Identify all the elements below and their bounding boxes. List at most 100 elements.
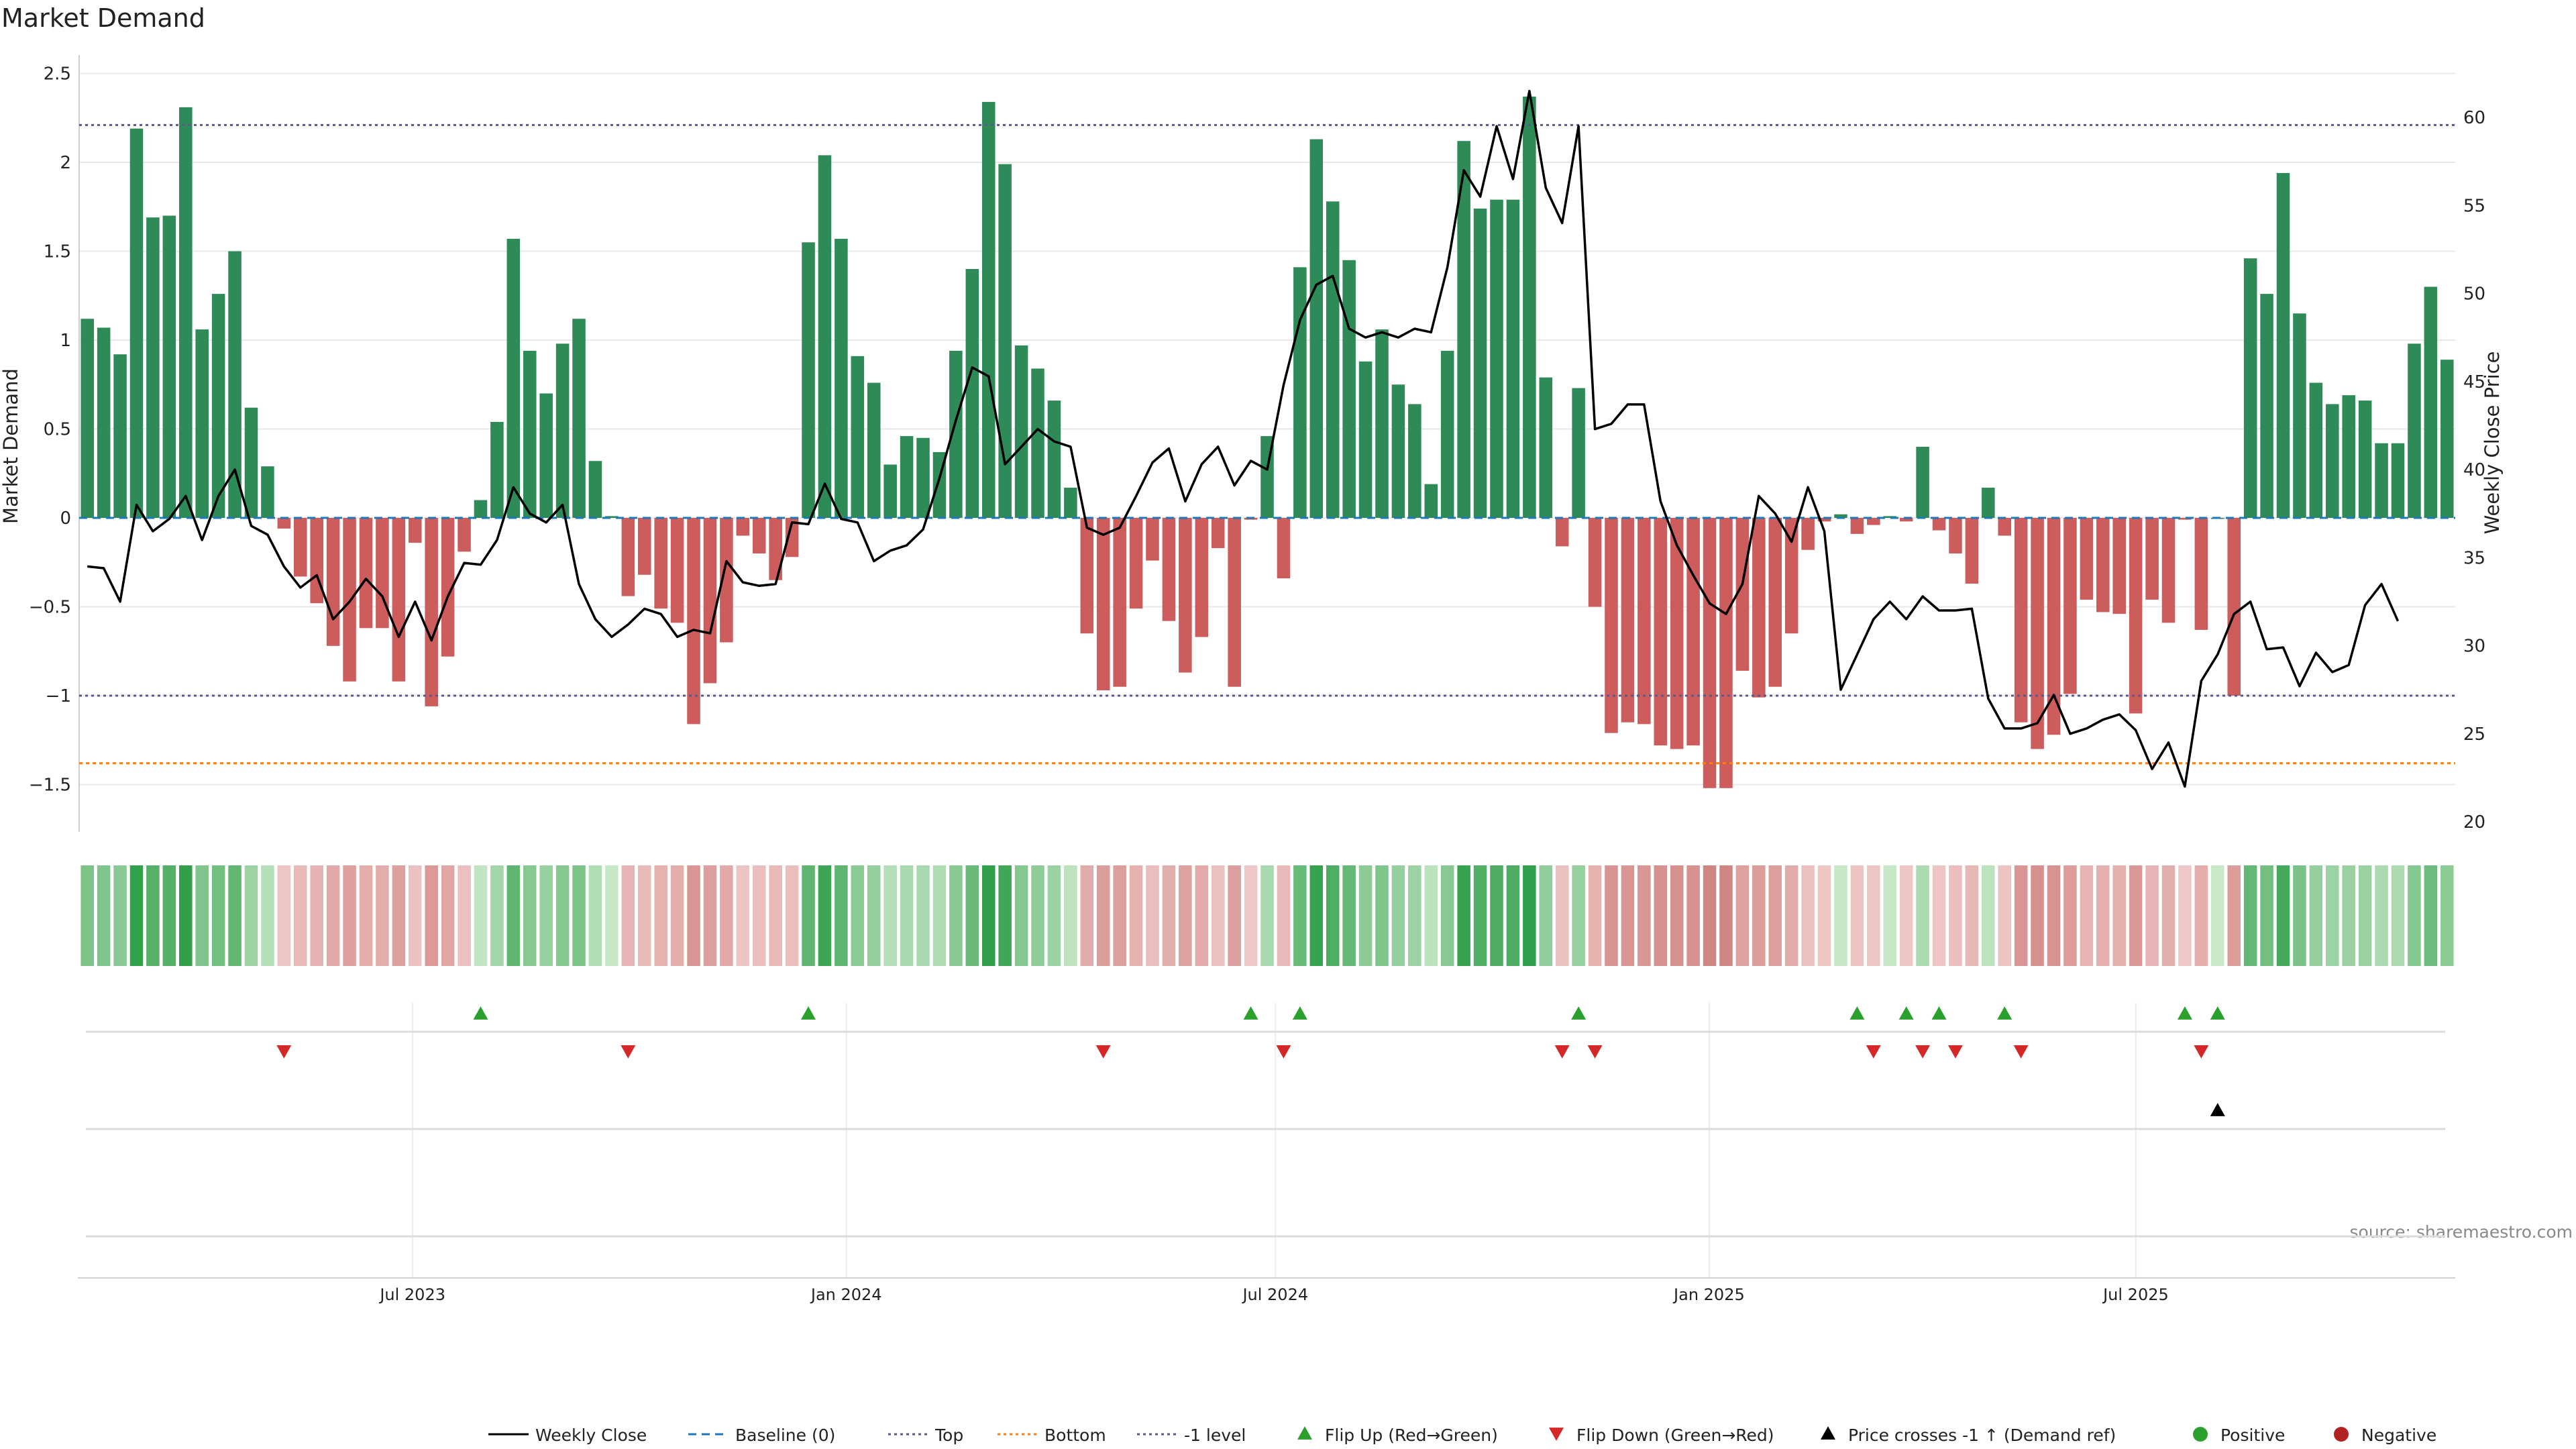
y-tick-label: −1.5	[29, 775, 71, 796]
demand-bar-positive	[2309, 382, 2323, 518]
heat-strip-cell	[1817, 865, 1831, 966]
flip-down-marker	[276, 1045, 292, 1059]
demand-bar-positive	[1309, 139, 1324, 519]
demand-bar-negative	[1211, 518, 1225, 549]
heat-strip-cell	[376, 865, 389, 966]
demand-bar-negative	[687, 518, 700, 724]
heat-strip-cell	[1228, 865, 1241, 966]
price-cross-marker	[2210, 1103, 2225, 1116]
heat-strip-cell	[277, 865, 291, 966]
demand-bar-negative	[1162, 518, 1176, 621]
heat-strip-cell	[1195, 865, 1209, 966]
y2-axis-label: Weekly Close Price	[2481, 352, 2504, 535]
demand-bar-positive	[2293, 313, 2306, 518]
demand-bar-negative	[425, 518, 438, 706]
heat-strip-cell	[1440, 865, 1454, 966]
demand-bar-negative	[1703, 518, 1717, 788]
heat-strip-cell	[310, 865, 323, 966]
demand-bar-negative	[2227, 518, 2241, 696]
heat-strip-cell	[1703, 865, 1717, 966]
heat-strip-cell	[408, 865, 422, 966]
demand-bar-negative	[1654, 518, 1668, 746]
heat-strip-cell	[490, 865, 504, 966]
y2-tick-label: 50	[2463, 284, 2485, 305]
demand-bar-positive	[851, 356, 865, 518]
demand-bar-negative	[1686, 518, 1700, 746]
heat-strip-cell	[2276, 865, 2290, 966]
heat-strip-cell	[965, 865, 979, 966]
heat-strip-cell	[1490, 865, 1503, 966]
flip-up-marker	[801, 1006, 816, 1020]
legend-label: Negative	[2361, 1426, 2436, 1445]
demand-bar-positive	[228, 251, 241, 518]
demand-bar-positive	[1064, 487, 1077, 518]
heat-strip-cell	[2440, 865, 2454, 966]
heat-strip-cell	[195, 865, 209, 966]
heat-strip-cell	[1309, 865, 1324, 966]
demand-bar-negative	[785, 518, 799, 557]
demand-bar-negative	[294, 518, 307, 577]
heat-strip-cell	[949, 865, 963, 966]
demand-bar-positive	[867, 382, 881, 518]
heat-strip-cell	[883, 865, 897, 966]
demand-bar-negative	[2145, 518, 2159, 600]
y2-tick-label: 55	[2463, 196, 2485, 216]
heat-strip-cell	[932, 865, 947, 966]
y-tick-label: 1.5	[44, 242, 71, 262]
heat-strip-cell	[539, 865, 553, 966]
demand-bar-negative	[2014, 518, 2028, 722]
heat-strip-cell	[1523, 865, 1536, 966]
heat-strip-cell	[1949, 865, 1962, 966]
heat-strip-cell	[2391, 865, 2405, 966]
flip-down-marker	[621, 1045, 636, 1059]
y2-tick-label: 60	[2463, 108, 2485, 128]
heat-strip-cell	[2260, 865, 2273, 966]
heat-strip-cell	[1686, 865, 1700, 966]
legend-label: Top	[934, 1426, 963, 1445]
y-axis-label: Market Demand	[0, 368, 22, 524]
demand-bar-positive	[1408, 404, 1421, 518]
heat-strip-cell	[2211, 865, 2224, 966]
heat-strip-cell	[1179, 865, 1192, 966]
heat-strip-cell	[97, 865, 111, 966]
demand-bar-positive	[1834, 514, 1847, 518]
heat-strip-cell	[2129, 865, 2143, 966]
heat-strip-cell	[1735, 865, 1750, 966]
demand-bar-negative	[326, 518, 340, 646]
demand-bar-positive	[80, 319, 94, 518]
demand-bar-positive	[523, 350, 537, 518]
demand-bar-negative	[277, 518, 291, 529]
demand-bar-positive	[1473, 208, 1487, 518]
demand-bar-negative	[2096, 518, 2110, 612]
demand-bar-positive	[1883, 516, 1897, 518]
heat-strip-cell	[2424, 865, 2438, 966]
heat-strip-cell	[555, 865, 570, 966]
demand-bar-negative	[637, 518, 651, 575]
demand-bar-negative	[1932, 518, 1946, 531]
heat-strip-cell	[687, 865, 700, 966]
heat-strip-cell	[1260, 865, 1274, 966]
demand-bar-positive	[2326, 404, 2339, 518]
heat-strip-cell	[1801, 865, 1815, 966]
demand-bar-negative	[1949, 518, 1962, 553]
heat-strip-cell	[162, 865, 176, 966]
flip-down-marker	[2194, 1045, 2209, 1059]
legend-label: Positive	[2220, 1426, 2285, 1445]
demand-bar-negative	[1899, 518, 1913, 522]
demand-bar-positive	[998, 164, 1012, 518]
demand-bar-positive	[195, 329, 209, 518]
demand-bar-negative	[1850, 518, 1864, 534]
heat-strip-cell	[1342, 865, 1356, 966]
demand-bar-positive	[1358, 361, 1373, 518]
flip-up-marker	[1997, 1006, 2012, 1020]
demand-bar-positive	[506, 238, 521, 518]
demand-bar-positive	[211, 294, 225, 518]
demand-bar-negative	[769, 518, 782, 580]
heat-strip-cell	[998, 865, 1012, 966]
demand-bar-positive	[2260, 294, 2273, 518]
demand-bar-negative	[1228, 518, 1241, 687]
demand-bar-negative	[1588, 518, 1602, 607]
demand-bar-positive	[1047, 400, 1061, 518]
demand-bar-negative	[2178, 518, 2192, 520]
heat-strip-cell	[146, 865, 160, 966]
